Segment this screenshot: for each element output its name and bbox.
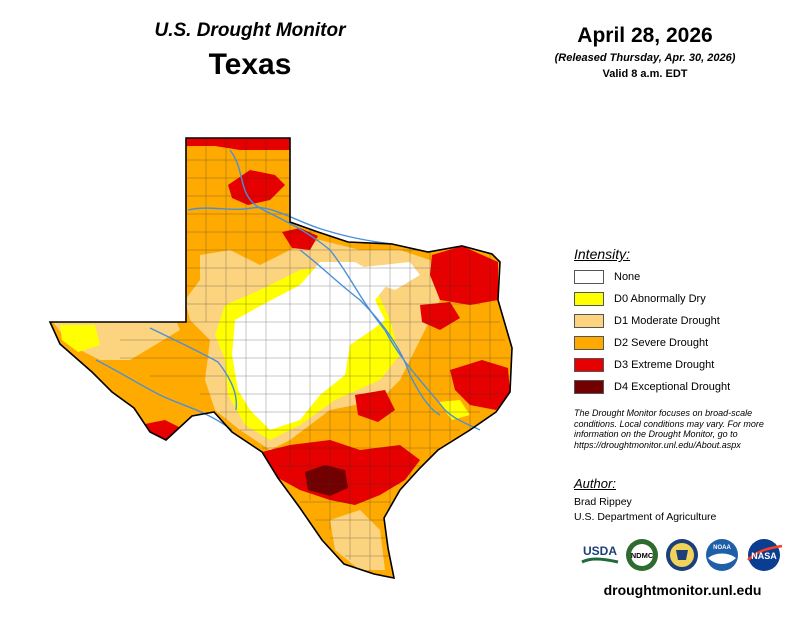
- legend-item-d0: D0 Abnormally Dry: [574, 291, 706, 307]
- legend-label: D4 Exceptional Drought: [614, 381, 731, 393]
- author-name: Brad Rippey: [574, 496, 632, 508]
- texas-drought-map: [48, 137, 513, 580]
- legend-item-d3: D3 Extreme Drought: [574, 357, 714, 373]
- d3-northeast: [430, 246, 498, 305]
- d3-southeast: [450, 360, 510, 410]
- usda-logo: USDA: [581, 544, 619, 564]
- legend-label: None: [614, 271, 641, 283]
- author-label: Author:: [574, 476, 616, 491]
- legend-label: D3 Extreme Drought: [614, 359, 715, 371]
- legend-swatch: [574, 270, 604, 284]
- legend-swatch: [574, 292, 604, 306]
- disclaimer-note: The Drought Monitor focuses on broad-sca…: [574, 408, 764, 450]
- legend-item-d4: D4 Exceptional Drought: [574, 379, 730, 395]
- texas-outline: [48, 137, 513, 580]
- map-date: April 28, 2026: [577, 24, 713, 47]
- legend-swatch: [574, 314, 604, 328]
- legend-swatch: [574, 358, 604, 372]
- rivers: [95, 149, 481, 431]
- d1-south-area: [330, 510, 385, 570]
- valid-time: Valid 8 a.m. EDT: [602, 68, 688, 80]
- ndmc-logo: NDMC: [626, 539, 658, 571]
- none-north-area: [355, 262, 420, 290]
- legend-label: D1 Moderate Drought: [614, 315, 720, 327]
- legend-item-d1: D1 Moderate Drought: [574, 313, 720, 329]
- svg-text:NDMC: NDMC: [631, 551, 654, 560]
- legend-swatch: [574, 336, 604, 350]
- legend-item-none: None: [574, 269, 640, 285]
- doc-seal: [666, 539, 698, 571]
- d4-south-texas: [305, 465, 348, 496]
- svg-text:NASA: NASA: [751, 551, 777, 561]
- noaa-logo: NOAA: [706, 539, 738, 571]
- d3-panhandle-top: [186, 138, 290, 150]
- svg-text:USDA: USDA: [583, 544, 617, 558]
- legend-title: Intensity:: [574, 246, 631, 262]
- map-title: U.S. Drought Monitor: [154, 20, 346, 41]
- drought-areas: [50, 138, 512, 578]
- legend-swatch: [574, 380, 604, 394]
- website-link[interactable]: droughtmonitor.unl.edu: [603, 582, 762, 598]
- legend-label: D2 Severe Drought: [614, 337, 709, 349]
- legend-item-d2: D2 Severe Drought: [574, 335, 708, 351]
- author-org: U.S. Department of Agriculture: [574, 511, 717, 523]
- county-lines: [120, 138, 510, 575]
- state-name: Texas: [208, 48, 292, 81]
- nasa-logo: NASA: [747, 539, 783, 571]
- d0-coast-area: [438, 400, 470, 420]
- release-date: (Released Thursday, Apr. 30, 2026): [554, 52, 736, 64]
- d3-central: [355, 390, 395, 422]
- legend-label: D0 Abnormally Dry: [614, 293, 706, 305]
- d0-far-west-area: [60, 325, 100, 352]
- d3-red-river: [282, 228, 318, 250]
- svg-text:NOAA: NOAA: [713, 545, 731, 551]
